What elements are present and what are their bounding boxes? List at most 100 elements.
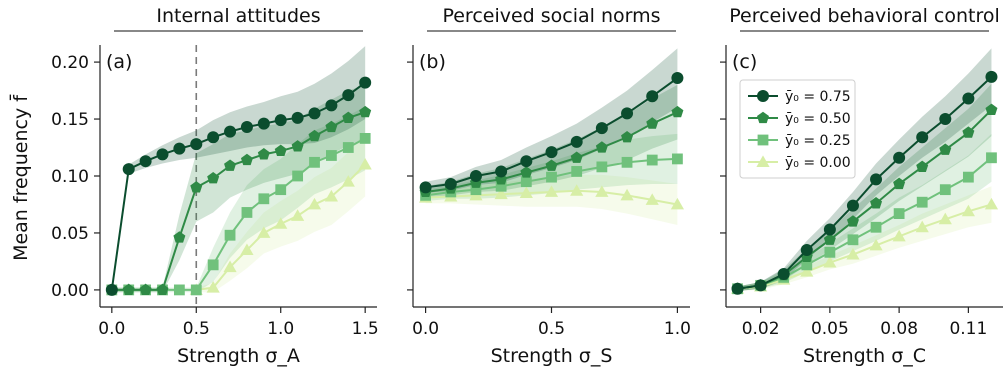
data-point	[274, 217, 288, 229]
data-point	[359, 76, 372, 89]
data-point	[939, 184, 951, 196]
legend-box	[739, 79, 856, 179]
data-point	[777, 267, 790, 280]
data-point	[671, 72, 684, 85]
x-axis-label: Strength σ_S	[491, 345, 613, 367]
data-point	[342, 111, 355, 123]
legend-label: ȳ₀ = 0.75	[785, 89, 851, 105]
data-point	[961, 204, 975, 217]
data-point	[324, 189, 338, 202]
confidence-band	[196, 132, 366, 293]
data-point	[595, 122, 608, 135]
data-point	[962, 126, 975, 138]
panel-title: Internal attitudes	[156, 5, 320, 27]
data-point	[190, 138, 203, 151]
data-point	[595, 185, 609, 197]
legend-item: ȳ₀ = 0.50	[748, 111, 851, 127]
confidence-band	[111, 46, 366, 293]
y-tick-label: 0.10	[51, 167, 89, 187]
data-point	[309, 156, 320, 168]
data-point	[869, 238, 883, 251]
panel-title: Perceived social norms	[442, 5, 660, 27]
data-point	[291, 140, 304, 152]
data-point	[139, 155, 152, 168]
data-point	[359, 105, 372, 118]
data-point	[893, 151, 906, 164]
data-point	[570, 151, 583, 163]
data-point	[892, 229, 906, 242]
data-point	[257, 226, 271, 238]
panel-label: (b)	[419, 51, 446, 73]
x-tick-label: 0.05	[811, 319, 849, 339]
data-point	[207, 131, 220, 144]
data-point	[342, 142, 354, 153]
data-point	[274, 114, 287, 127]
data-point	[240, 243, 254, 255]
data-point	[939, 143, 952, 155]
x-tick-label: 1.0	[267, 319, 294, 339]
data-point	[646, 117, 659, 129]
data-point	[915, 220, 929, 233]
data-point	[139, 283, 152, 296]
data-point	[847, 234, 859, 246]
data-point	[207, 259, 219, 271]
x-axis-label: Strength σ_A	[177, 345, 300, 367]
data-point	[801, 259, 813, 271]
data-point	[823, 233, 836, 245]
data-point	[621, 156, 633, 168]
legend-label: ȳ₀ = 0.25	[785, 133, 851, 149]
data-point	[893, 177, 906, 190]
series-line	[110, 81, 366, 291]
data-point	[962, 171, 974, 183]
data-point	[342, 89, 355, 102]
x-tick-label: 1.5	[352, 319, 379, 339]
data-point	[671, 105, 684, 118]
data-point	[672, 153, 683, 165]
x-tick-label: 0.0	[412, 319, 439, 339]
data-point	[156, 148, 169, 161]
data-point	[308, 129, 321, 142]
data-point	[241, 207, 253, 218]
data-point	[122, 163, 135, 176]
data-point	[494, 187, 508, 200]
x-tick-label: 1.0	[664, 319, 691, 339]
legend-item: ȳ₀ = 0.00	[748, 155, 851, 171]
legend-label: ȳ₀ = 0.50	[785, 111, 851, 127]
data-point	[419, 181, 432, 194]
data-point	[545, 146, 558, 159]
legend-marker	[757, 111, 769, 124]
data-point	[823, 223, 836, 236]
data-point	[985, 103, 998, 116]
data-point	[105, 283, 118, 296]
data-point	[984, 197, 999, 210]
data-point	[731, 282, 744, 295]
data-point	[173, 284, 185, 296]
data-point	[359, 133, 371, 144]
x-axis-label: Strength σ_C	[803, 345, 926, 367]
x-tick-label: 0.0	[98, 319, 125, 339]
data-point	[916, 196, 928, 208]
data-point	[520, 166, 533, 178]
series-line	[111, 111, 366, 291]
data-point	[520, 176, 532, 188]
data-point	[986, 152, 997, 164]
data-point	[206, 281, 220, 293]
data-point	[570, 135, 583, 148]
data-point	[223, 260, 237, 273]
data-point	[916, 160, 929, 172]
panels: Internal attitudes 0.00 0.05 0.10 0.15 0.20 0.…	[51, 5, 1003, 367]
data-point	[571, 166, 583, 177]
panel-title: Perceived behavioral control	[729, 5, 1000, 27]
data-point	[519, 186, 533, 199]
data-point	[646, 90, 659, 103]
y-tick-label: 0.20	[51, 53, 89, 73]
legend-marker	[757, 90, 769, 102]
data-point	[469, 170, 482, 182]
data-point	[325, 99, 338, 112]
data-point	[122, 283, 135, 296]
data-point	[240, 121, 253, 134]
data-point	[520, 155, 533, 168]
data-point	[846, 248, 860, 260]
data-point	[444, 177, 457, 190]
data-point	[258, 193, 270, 205]
